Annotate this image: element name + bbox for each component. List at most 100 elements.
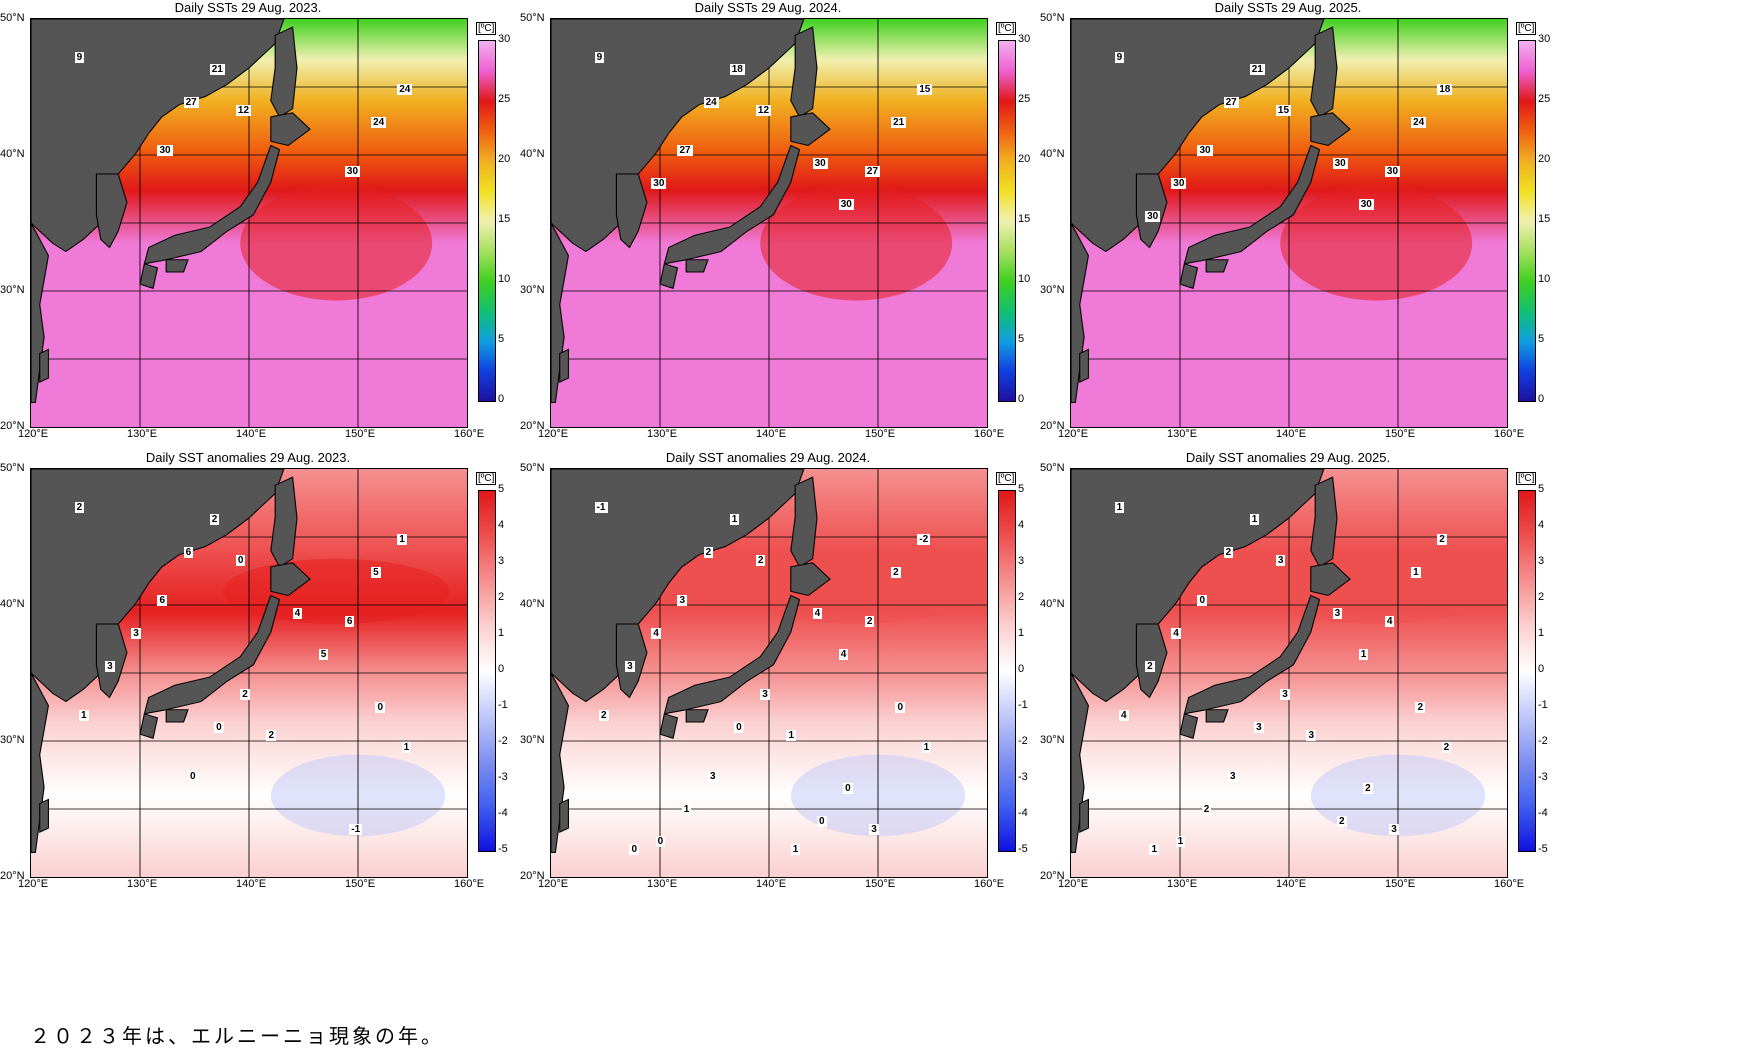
contour-label: 3	[1332, 607, 1343, 619]
footnote: ２０２３年は、エルニーニョ現象の年。	[30, 1024, 444, 1048]
contour-label: 12	[755, 104, 772, 116]
colorbar-tick: 30	[498, 33, 511, 45]
land-mass	[165, 709, 189, 723]
land-mass	[39, 348, 49, 383]
longitude-label: 140°E	[1276, 878, 1307, 890]
land-mass	[31, 672, 50, 854]
contour-label: -1	[594, 501, 608, 513]
colorbar-unit: [ºC]	[996, 22, 1017, 35]
colorbar-tick: 15	[498, 213, 511, 225]
contour-label: 2	[240, 689, 250, 701]
colorbar-tick: -2	[1018, 735, 1028, 747]
contour-label: 21	[209, 63, 225, 75]
map-canvas	[1071, 469, 1507, 877]
latitude-label: 30°N	[1040, 734, 1065, 746]
contour-label: 1	[1114, 501, 1125, 513]
colorbar-tick: 3	[498, 555, 505, 567]
latitude-label: 50°N	[0, 462, 25, 474]
contour-label: 18	[1437, 84, 1453, 96]
contour-label: 30	[1171, 178, 1187, 190]
contour-label: 30	[344, 165, 361, 177]
longitude-label: 120°E	[538, 428, 569, 440]
sst-anomaly-map: -1 2 -2 1 2 2 2 3 4 4 4 3 1 2 3 1 0 0 3 3 1 0 0 0 0 1	[550, 468, 988, 878]
colorbar-tick: -1	[498, 699, 508, 711]
longitude-label: 120°E	[538, 878, 569, 890]
contour-label: 1	[681, 803, 692, 815]
colorbar-tick: 1	[1538, 627, 1545, 639]
contour-label: 1	[1411, 566, 1421, 578]
contour-label: 6	[344, 615, 355, 627]
colorbar-tick: -5	[1538, 843, 1548, 855]
contour-label: 2	[598, 709, 609, 721]
contour-label: 1	[1249, 513, 1260, 525]
colorbar-tick: 20	[1538, 153, 1551, 165]
contour-label: 15	[917, 84, 933, 96]
land-mass	[663, 144, 801, 265]
latitude-label: 20°N	[0, 870, 25, 882]
contour-label: 30	[157, 145, 173, 157]
contour-label: 1	[1175, 836, 1186, 848]
contour-label: 2	[1336, 815, 1347, 827]
colorbar-tick: 5	[1538, 333, 1545, 345]
colorbar-tick: 20	[498, 153, 511, 165]
longitude-label: 150°E	[1385, 878, 1416, 890]
contour-label: 30	[812, 157, 828, 169]
contour-label: 2	[1223, 546, 1234, 558]
contour-label: 0	[1197, 595, 1207, 607]
map-canvas	[551, 469, 987, 877]
sst-anomaly-map: 2 0 1 2 5 6 6 6 5 3 4 3 2 1 2 1 0 0 0 -1	[30, 468, 468, 878]
land-mass	[31, 19, 285, 253]
colorbar-tick: 0	[1538, 393, 1545, 405]
contour-label: 24	[1411, 116, 1427, 128]
latitude-label: 30°N	[0, 734, 25, 746]
longitude-label: 160°E	[974, 428, 1005, 440]
contour-label: 30	[1384, 165, 1401, 177]
land-mass	[559, 798, 569, 833]
colorbar-tick: 15	[1538, 213, 1551, 225]
latitude-label: 30°N	[1040, 284, 1065, 296]
contour-label: 30	[651, 178, 667, 190]
longitude-label: 160°E	[1494, 428, 1525, 440]
contour-label: 3	[707, 770, 718, 782]
contour-label: 3	[1227, 770, 1238, 782]
latitude-label: 30°N	[0, 284, 25, 296]
latitude-label: 20°N	[1040, 420, 1065, 432]
colorbar-tick: -4	[498, 807, 508, 819]
panel-title: Daily SSTs 29 Aug. 2023.	[174, 0, 322, 15]
land-mass	[1079, 348, 1089, 383]
colorbar	[1518, 40, 1536, 402]
longitude-label: 120°E	[1058, 878, 1089, 890]
colorbar-tick: 2	[1018, 591, 1025, 603]
colorbar-unit: [ºC]	[1516, 22, 1537, 35]
contour-label: 2	[74, 501, 85, 513]
contour-label: 12	[235, 104, 252, 116]
sst-map: 9 12 15 18 21 24 27 27 30 30 30	[550, 18, 988, 428]
land-mass	[1071, 19, 1325, 253]
land-mass	[1079, 798, 1089, 833]
colorbar	[998, 40, 1016, 402]
land-mass	[139, 713, 159, 739]
panel-title: Daily SSTs 29 Aug. 2024.	[694, 0, 842, 15]
colorbar-tick: 15	[1018, 213, 1031, 225]
contour-label: 4	[1118, 709, 1129, 721]
contour-label: 24	[397, 84, 413, 96]
contour-label: 18	[729, 63, 745, 75]
contour-label: 2	[1415, 701, 1425, 713]
contour-label: 27	[183, 96, 199, 108]
contour-label: 0	[375, 701, 385, 713]
land-mass	[270, 26, 298, 118]
longitude-label: 160°E	[454, 428, 485, 440]
contour-label: 3	[760, 689, 770, 701]
colorbar-tick: -2	[1538, 735, 1548, 747]
colorbar-tick: 2	[1538, 591, 1545, 603]
colorbar-tick: 5	[498, 333, 505, 345]
contour-label: 1	[921, 742, 932, 754]
latitude-label: 40°N	[1040, 598, 1065, 610]
contour-label: 1	[790, 844, 801, 856]
longitude-label: 140°E	[756, 878, 787, 890]
colorbar-tick: 0	[1018, 663, 1025, 675]
contour-label: 3	[1275, 554, 1286, 566]
colorbar-tick: -1	[1538, 699, 1548, 711]
latitude-label: 20°N	[0, 420, 25, 432]
land-mass	[1310, 26, 1338, 118]
